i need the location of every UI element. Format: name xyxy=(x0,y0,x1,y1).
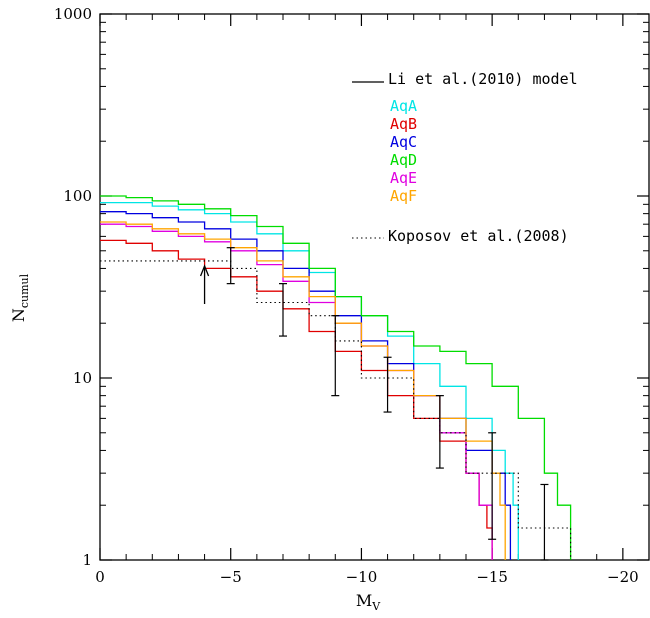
series-line-aqd xyxy=(100,195,572,560)
arrow-head xyxy=(199,264,210,277)
x-tick-label: −20 xyxy=(607,568,639,586)
x-axis-label-main: M xyxy=(356,591,372,610)
y-tick-label: 100 xyxy=(63,187,92,205)
series-line-aqe xyxy=(100,223,493,560)
y-tick-label: 10 xyxy=(73,369,92,387)
legend-label-aqc: AqC xyxy=(390,133,417,151)
plot-frame xyxy=(99,13,650,561)
y-tick-label: 1 xyxy=(82,551,92,569)
legend-label-aqf: AqF xyxy=(390,187,417,205)
y-axis-label-main: N xyxy=(9,308,28,322)
legend-label-aqb: AqB xyxy=(390,115,417,133)
legend-obs-label: Koposov et al.(2008) xyxy=(388,227,569,245)
series-line-aqb xyxy=(100,239,493,560)
x-tick-label: −5 xyxy=(220,568,242,586)
legend-label-aqe: AqE xyxy=(390,169,417,187)
x-tick-label: −10 xyxy=(346,568,378,586)
y-axis-label: Ncumul xyxy=(9,273,31,322)
x-tick-label: −15 xyxy=(476,568,508,586)
legend-label-aqd: AqD xyxy=(390,151,417,169)
legend-label-aqa: AqA xyxy=(390,97,417,115)
series-line-aqf xyxy=(100,221,506,560)
legend-model-label: Li et al.(2010) model xyxy=(388,70,578,88)
x-axis-label: MV xyxy=(356,591,381,613)
y-axis-label-sub: cumul xyxy=(18,273,31,308)
y-tick-label: 1000 xyxy=(54,5,92,23)
x-tick-label: 0 xyxy=(95,568,105,586)
x-axis-label-sub: V xyxy=(371,600,381,613)
